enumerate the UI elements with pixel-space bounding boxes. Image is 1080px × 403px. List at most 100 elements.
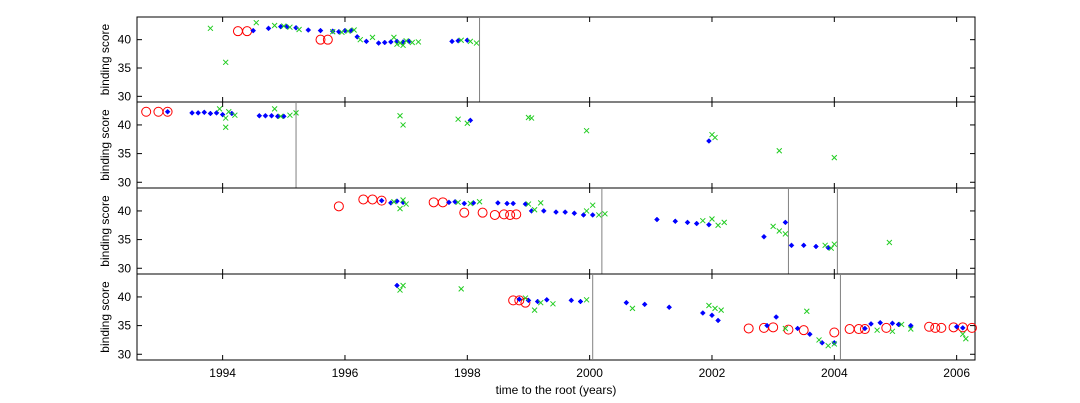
data-point-circle [459,207,470,218]
data-point-diamond [589,212,596,218]
data-point-diamond [277,23,284,30]
data-point-cross [369,34,376,41]
y-axis-label: binding score [98,109,112,181]
x-tick-label: 1998 [454,366,481,380]
data-point-cross [476,198,483,205]
data-point-diamond [164,108,171,115]
y-tick-label: 40 [118,33,132,47]
data-point-cross [400,122,406,128]
data-point-cross [776,228,783,234]
data-point-diamond [553,209,559,215]
y-axis-label: binding score [98,281,112,353]
data-point-circle [936,322,947,333]
data-point-cross [351,27,357,33]
data-point-cross [329,28,336,35]
data-point-cross [415,39,422,45]
data-point-cross [458,286,465,292]
y-tick-label: 40 [118,204,132,218]
data-point-diamond [764,322,770,329]
data-point-cross [394,41,400,48]
data-point-cross [718,307,725,313]
data-point-diamond [889,320,896,327]
x-tick-label: 2002 [699,366,726,380]
data-point-cross [345,28,351,35]
data-point-diamond [516,296,523,303]
y-tick-label: 40 [118,118,132,132]
data-point-circle [315,34,326,45]
y-axis-label: binding score [98,23,112,95]
data-point-diamond [387,200,394,206]
panel-4: 30 35 40 binding score [98,273,977,361]
data-point-diamond [467,117,474,124]
data-point-circle [924,321,935,332]
data-point-cross [706,302,712,309]
data-point-cross [803,308,810,315]
data-point-diamond [693,220,700,227]
data-point-cross [825,342,832,349]
data-point-cross [531,307,538,313]
data-point-cross [357,36,364,43]
data-point-diamond [449,38,455,45]
data-point-circle [743,323,754,334]
data-point-cross [400,197,406,203]
data-point-diamond [782,219,789,226]
data-point-cross [207,25,214,32]
data-point-cross [595,212,602,218]
data-point-cross [409,39,416,46]
data-point-diamond [461,200,468,207]
x-tick-label: 1996 [332,366,359,380]
data-point-cross [782,325,789,332]
data-point-circle [333,201,344,212]
y-tick-label: 40 [118,290,132,304]
data-point-diamond [213,110,220,116]
data-point-cross [216,106,223,112]
data-point-diamond [381,39,388,46]
data-point-cross [715,222,721,229]
data-point-cross [232,112,238,119]
data-point-diamond [813,243,819,250]
data-point-circle [322,34,333,45]
data-point-diamond [540,208,547,214]
data-point-cross [583,127,590,134]
data-point-diamond [265,25,272,32]
data-point-circle [881,322,892,333]
data-point-cross [528,115,535,121]
data-point-cross [271,22,278,29]
data-point-diamond [699,310,706,316]
data-point-diamond [907,322,914,329]
data-point-circle [930,322,941,333]
data-point-diamond [641,301,648,308]
data-point-circle [162,106,173,117]
data-point-cross [296,26,302,33]
data-point-cross [403,201,409,207]
data-point-diamond [504,200,510,207]
data-point-cross [699,217,706,224]
data-point-cross [397,40,403,46]
data-point-diamond [953,323,960,330]
x-tick-label: 2000 [576,366,603,380]
x-tick-label: 1994 [209,366,236,380]
data-point-cross [537,200,544,206]
data-point-diamond [672,218,679,225]
data-point-diamond [800,242,807,249]
data-point-cross [589,202,596,209]
y-axis-label: binding score [98,195,112,267]
data-point-cross [397,205,403,212]
data-point-diamond [877,319,884,326]
data-point-cross [874,327,880,334]
data-point-cross [400,42,406,49]
data-point-diamond [195,110,202,116]
data-point-diamond [706,221,712,228]
data-point-cross [464,120,471,127]
y-tick-label: 35 [118,61,132,75]
data-point-circle [505,209,516,220]
data-point-cross [962,335,969,342]
data-point-diamond [868,321,874,327]
data-point-diamond [495,200,501,206]
data-point-diamond [715,317,721,324]
data-point-cross [293,110,299,116]
panel-frame [136,101,976,189]
data-point-cross [225,108,232,115]
data-point-cross [253,19,260,26]
data-point-circle [768,322,779,333]
